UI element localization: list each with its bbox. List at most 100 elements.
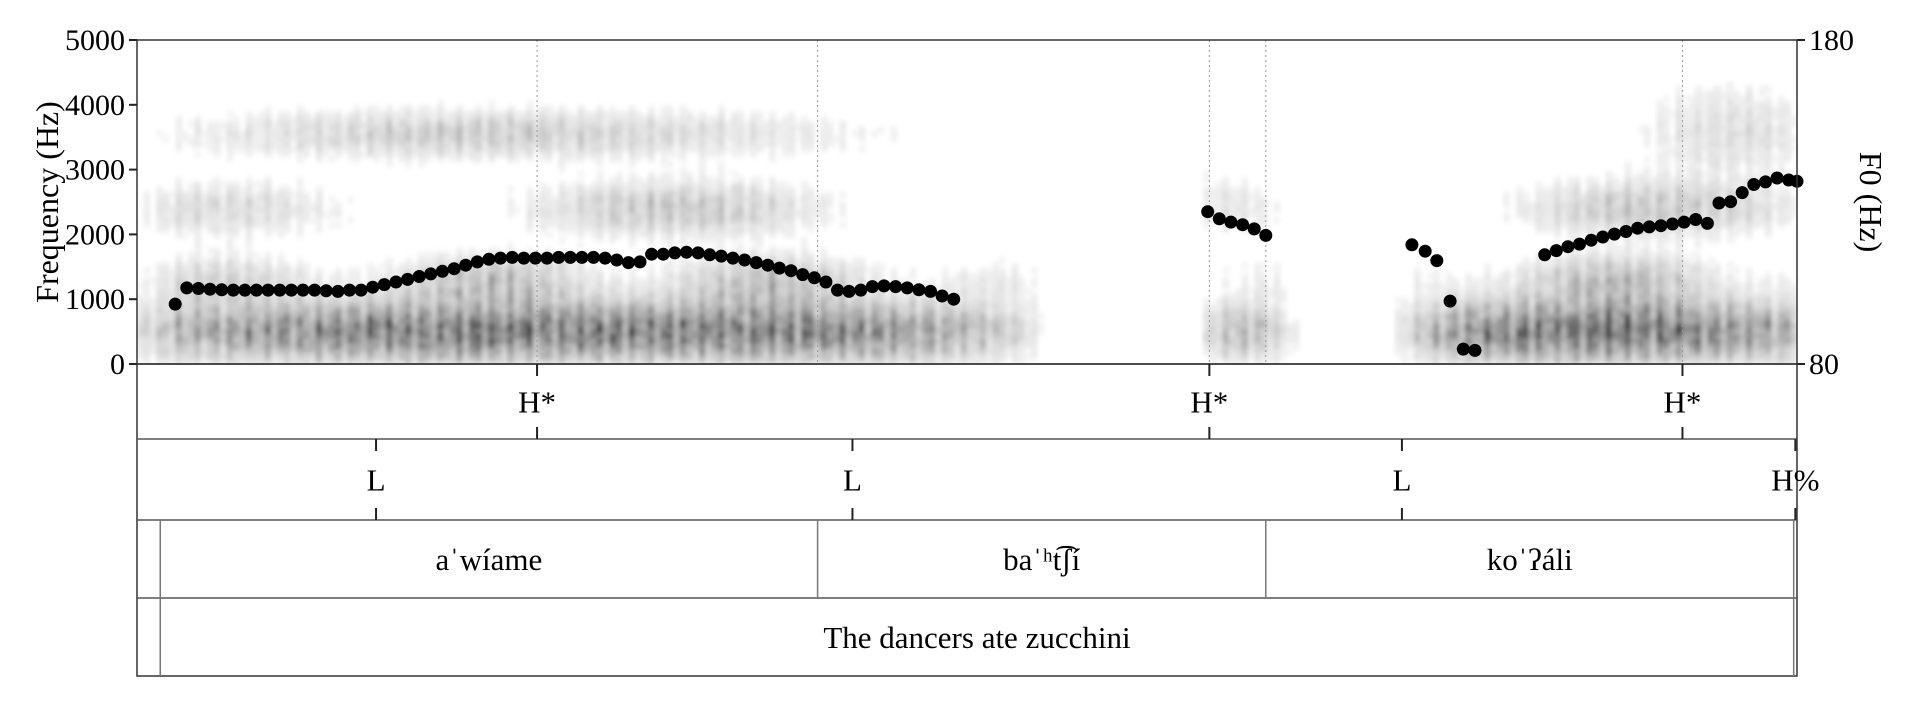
spectrogram-cell	[590, 196, 598, 203]
spectrogram-cell	[539, 181, 547, 188]
spectrogram-cell	[398, 348, 406, 355]
spectrogram-cell	[1203, 298, 1211, 304]
spectrogram-cell	[494, 283, 502, 289]
spectrogram-cell	[1222, 313, 1230, 320]
spectrogram-cell	[884, 313, 891, 320]
spectrogram-cell	[711, 141, 719, 147]
spectrogram-cell	[788, 126, 796, 132]
spectrogram-cell	[730, 308, 738, 314]
spectrogram-cell	[743, 202, 751, 208]
spectrogram-cell	[149, 338, 157, 345]
spectrogram-cell	[909, 348, 917, 355]
spectrogram-cell	[430, 308, 438, 314]
spectrogram-cell	[481, 343, 489, 350]
spectrogram-cell	[941, 267, 949, 274]
spectrogram-cell	[979, 313, 987, 320]
spectrogram-cell	[692, 186, 700, 193]
spectrogram-cell	[590, 202, 598, 208]
spectrogram-cell	[309, 338, 317, 345]
spectrogram-cell	[1005, 313, 1013, 320]
spectrogram-cell	[341, 353, 349, 360]
spectrogram-cell	[724, 131, 732, 137]
spectrogram-cell	[666, 115, 674, 122]
spectrogram-cell	[162, 262, 170, 269]
spectrogram-cell	[577, 115, 585, 122]
spectrogram-cell	[156, 293, 164, 299]
spectrogram-cell	[622, 186, 630, 193]
spectrogram-cell	[692, 136, 700, 142]
spectrogram-cell	[698, 308, 706, 314]
spectrogram-cell	[762, 222, 770, 228]
spectrogram-cell	[283, 358, 291, 364]
spectrogram-cell	[328, 328, 336, 335]
spectrogram-cell	[698, 353, 706, 360]
spectrogram-cell	[558, 156, 566, 163]
spectrogram-cell	[552, 358, 559, 364]
spectrogram-cell	[181, 338, 189, 345]
spectrogram-cell	[647, 105, 655, 112]
spectrogram-cell	[564, 207, 572, 213]
spectrogram-cell	[960, 338, 968, 345]
spectrogram-cell	[507, 105, 515, 112]
spectrogram-cell	[386, 126, 393, 132]
spectrogram-cell	[226, 207, 234, 213]
spectrogram-cell	[296, 227, 304, 233]
spectrogram-cell	[998, 308, 1006, 314]
spectrogram-cell	[386, 156, 393, 163]
spectrogram-cell	[475, 318, 483, 325]
spectrogram-cell	[539, 126, 547, 132]
spectrogram-cell	[456, 328, 464, 335]
spectrogram-cell	[181, 207, 189, 213]
spectrogram-cell	[858, 358, 866, 364]
spectrogram-cell	[475, 293, 483, 299]
spectrogram-cell	[1203, 313, 1211, 320]
spectrogram-cell	[673, 298, 681, 304]
spectrogram-cell	[583, 186, 591, 193]
spectrogram-cell	[941, 277, 949, 284]
spectrogram-cell	[1254, 358, 1262, 364]
spectrogram-cell	[1458, 358, 1466, 364]
spectrogram-cell	[628, 288, 636, 294]
spectrogram-cell	[1260, 202, 1268, 208]
spectrogram-cell	[226, 242, 234, 249]
spectrogram-cell	[481, 293, 489, 299]
spectrogram-cell	[277, 196, 285, 203]
spectrogram-cell	[737, 303, 745, 309]
spectrogram-cell	[609, 146, 617, 152]
spectrogram-cell	[207, 343, 215, 350]
spectrogram-cell	[858, 333, 866, 340]
spectrogram-cell	[552, 277, 559, 284]
spectrogram-cell	[334, 298, 342, 304]
spectrogram-cell	[296, 156, 304, 163]
spectrogram-cell	[1247, 328, 1255, 335]
spectrogram-cell	[935, 348, 943, 355]
spectrogram-cell	[296, 298, 304, 304]
spectrogram-cell	[679, 242, 687, 249]
spectrogram-cell	[673, 227, 681, 233]
spectrogram-cell	[296, 181, 304, 188]
spectrogram-cell	[807, 298, 815, 304]
spectrogram-cell	[137, 293, 144, 299]
spectrogram-cell	[979, 348, 987, 355]
spectrogram-cell	[354, 308, 362, 314]
spectrogram-cell	[979, 328, 987, 335]
spectrogram-cell	[334, 207, 342, 213]
spectrogram-cell	[788, 277, 796, 284]
spectrogram-cell	[692, 217, 700, 223]
spectrogram-cell	[647, 313, 655, 320]
spectrogram-cell	[175, 262, 183, 269]
spectrogram-cell	[832, 353, 840, 360]
spectrogram-cell	[641, 353, 649, 360]
spectrogram-cell	[992, 318, 1000, 325]
spectrogram-cell	[264, 217, 272, 223]
spectrogram-cell	[686, 338, 694, 345]
spectrogram-cell	[686, 343, 694, 350]
spectrogram-cell	[398, 313, 406, 320]
spectrogram-cell	[143, 196, 151, 203]
spectrogram-cell	[500, 272, 508, 279]
spectrogram-cell	[737, 353, 745, 360]
spectrogram-cell	[245, 242, 253, 249]
spectrogram-cell	[1439, 348, 1447, 355]
spectrogram-cell	[603, 227, 611, 233]
spectrogram-cell	[373, 131, 381, 137]
